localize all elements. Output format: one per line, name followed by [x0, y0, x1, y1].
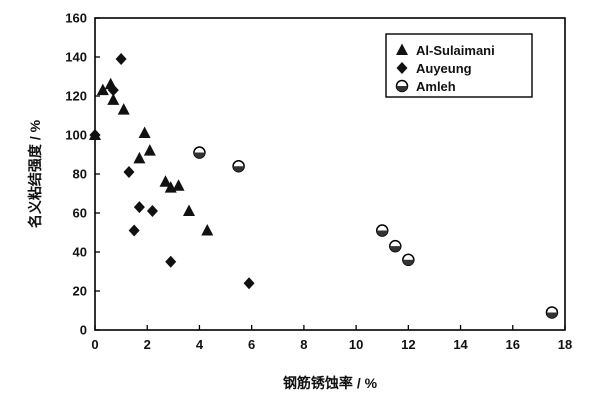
y-tick-label: 100 — [65, 128, 87, 143]
x-tick-label: 10 — [349, 337, 363, 352]
data-point-auyeung — [107, 84, 119, 97]
x-tick-label: 18 — [558, 337, 572, 352]
legend-diamond-icon — [396, 62, 408, 74]
x-axis-ticks: 0 2 4 6 8 10 12 14 16 18 — [91, 325, 572, 352]
y-tick-label: 160 — [65, 11, 87, 26]
y-tick-label: 140 — [65, 50, 87, 65]
x-tick-label: 14 — [453, 337, 468, 352]
legend-label: Amleh — [416, 79, 456, 94]
x-tick-label: 16 — [506, 337, 520, 352]
x-tick-label: 2 — [144, 337, 151, 352]
y-tick-label: 20 — [73, 284, 87, 299]
data-point-amleh — [375, 224, 389, 237]
data-point-al-sulaimani — [172, 179, 185, 191]
data-point-auyeung — [115, 52, 127, 65]
data-point-al-sulaimani — [143, 144, 156, 156]
data-point-al-sulaimani — [159, 175, 172, 187]
data-point-auyeung — [128, 224, 140, 237]
x-tick-label: 0 — [91, 337, 98, 352]
data-point-al-sulaimani — [96, 83, 109, 96]
y-axis-ticks: 0 20 40 60 80 100 120 140 160 — [65, 11, 100, 338]
legend: Al-Sulaimani Auyeung Amleh — [385, 33, 533, 98]
legend-label: Al-Sulaimani — [416, 43, 495, 58]
y-tick-label: 80 — [73, 167, 87, 182]
x-axis-label: 钢筋锈蚀率 / % — [283, 375, 378, 391]
data-point-amleh — [389, 239, 402, 253]
y-tick-label: 0 — [80, 323, 87, 338]
data-point-auyeung — [133, 201, 145, 214]
x-tick-label: 8 — [300, 337, 307, 352]
data-point-auyeung — [243, 277, 255, 290]
x-tick-label: 4 — [196, 337, 204, 352]
data-point-al-sulaimani — [183, 204, 195, 217]
data-point-al-sulaimani — [107, 93, 120, 105]
data-point-amleh — [232, 159, 245, 173]
data-point-auyeung — [146, 205, 158, 218]
legend-triangle-icon — [396, 43, 408, 55]
data-point-al-sulaimani — [133, 151, 146, 164]
data-point-amleh — [545, 306, 559, 319]
y-tick-label: 40 — [73, 245, 87, 260]
data-point-amleh — [193, 146, 206, 159]
x-tick-label: 6 — [248, 337, 255, 352]
data-point-auyeung — [89, 129, 101, 141]
data-point-al-sulaimani — [138, 126, 151, 139]
y-tick-label: 60 — [73, 206, 87, 221]
data-point-amleh — [402, 253, 415, 267]
legend-box — [385, 33, 533, 98]
data-points — [89, 52, 559, 319]
data-point-auyeung — [165, 255, 177, 268]
legend-circle-icon — [395, 79, 409, 93]
y-tick-label: 120 — [65, 89, 87, 104]
x-tick-label: 12 — [401, 337, 415, 352]
data-point-auyeung — [123, 166, 135, 179]
data-point-al-sulaimani — [117, 103, 130, 115]
data-point-al-sulaimani — [201, 224, 214, 236]
legend-label: Auyeung — [416, 61, 472, 76]
y-axis-label: 名义粘结强度 / % — [27, 119, 43, 228]
